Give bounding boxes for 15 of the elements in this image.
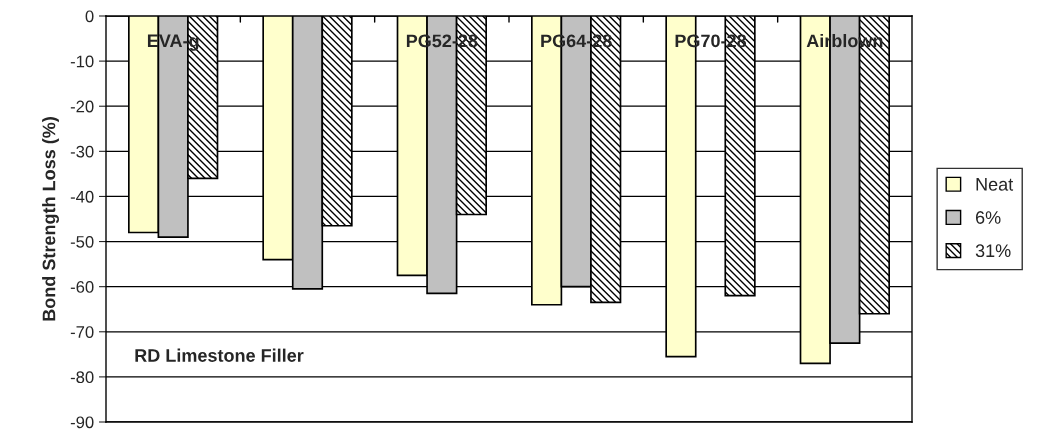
legend-label: Neat — [976, 178, 1014, 191]
y-tick-label: -30 — [70, 145, 94, 158]
y-tick-label: -60 — [70, 281, 94, 293]
y-tick-label: 0 — [85, 10, 94, 23]
y-tick-label: -20 — [70, 100, 94, 113]
legend-label: 31% — [975, 244, 1011, 258]
y-tick-label: -50 — [70, 235, 94, 248]
y-tick-label: -70 — [70, 326, 94, 338]
annotation: RD Limestone Filler — [135, 348, 304, 362]
y-tick-label: -40 — [70, 190, 94, 203]
legend-label: 6% — [975, 211, 1001, 224]
y-tick-label: -90 — [70, 416, 94, 429]
y-axis-title: Bond Strength Loss (%) — [42, 117, 59, 321]
y-tick-label: -10 — [70, 55, 94, 68]
y-tick-label: -80 — [70, 371, 94, 384]
